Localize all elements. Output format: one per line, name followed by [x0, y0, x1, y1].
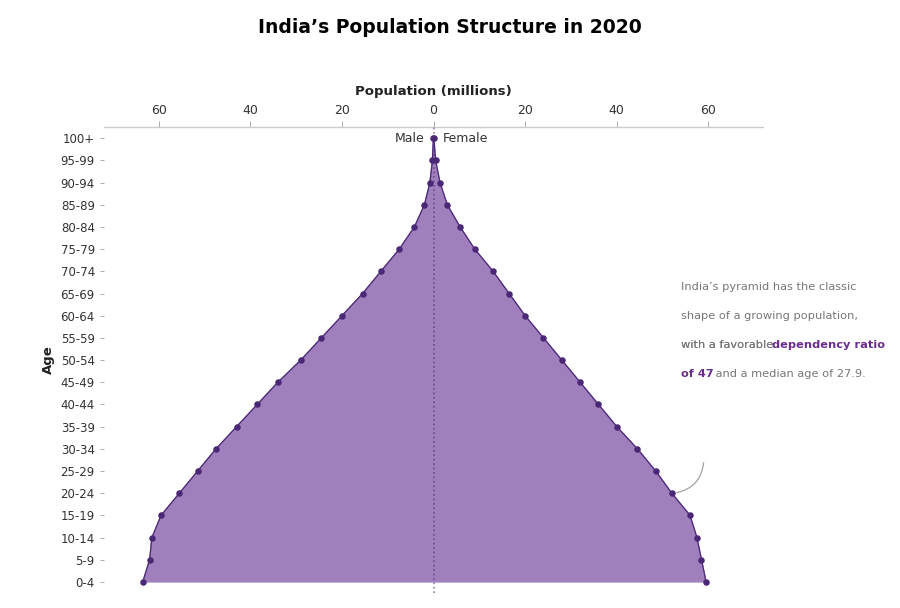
Point — [154, 511, 168, 520]
Point — [314, 333, 328, 343]
Text: Female: Female — [443, 132, 488, 145]
Point — [440, 200, 454, 210]
Text: with a favorable: with a favorable — [681, 340, 777, 350]
Point — [699, 577, 714, 587]
Point — [573, 378, 588, 387]
Point — [427, 133, 441, 143]
Point — [664, 488, 679, 498]
Point — [591, 399, 606, 409]
Text: and a median age of 27.9.: and a median age of 27.9. — [712, 369, 866, 379]
Point — [518, 311, 533, 320]
Point — [271, 378, 285, 387]
Text: India’s Population Structure in 2020: India’s Population Structure in 2020 — [258, 18, 642, 37]
Point — [694, 555, 708, 565]
Point — [683, 511, 698, 520]
Text: Male: Male — [395, 132, 425, 145]
Point — [502, 289, 517, 299]
Point — [356, 289, 370, 299]
Point — [630, 444, 644, 454]
Text: India’s pyramid has the classic: India’s pyramid has the classic — [681, 283, 857, 292]
Point — [209, 444, 223, 454]
Point — [689, 533, 704, 542]
Point — [428, 156, 443, 165]
Point — [425, 156, 439, 165]
Point — [230, 422, 244, 432]
Point — [418, 200, 432, 210]
Point — [374, 266, 388, 276]
Point — [468, 244, 482, 254]
Point — [145, 533, 159, 542]
Y-axis label: Age: Age — [42, 346, 55, 375]
Point — [142, 555, 157, 565]
Point — [293, 355, 308, 365]
Text: shape of a growing population,: shape of a growing population, — [681, 311, 858, 321]
Text: dependency ratio: dependency ratio — [771, 340, 885, 350]
Point — [250, 399, 265, 409]
Point — [427, 133, 441, 143]
Point — [453, 222, 467, 232]
Text: with a favorable: with a favorable — [681, 340, 777, 350]
Point — [486, 266, 500, 276]
Point — [649, 466, 663, 476]
Point — [191, 466, 205, 476]
Text: of 47: of 47 — [681, 369, 714, 379]
Polygon shape — [143, 138, 706, 582]
Point — [407, 222, 421, 232]
Point — [136, 577, 150, 587]
Point — [554, 355, 569, 365]
Point — [609, 422, 624, 432]
Point — [536, 333, 551, 343]
X-axis label: Population (millions): Population (millions) — [356, 86, 512, 98]
Point — [433, 178, 447, 187]
Point — [423, 178, 437, 187]
Point — [172, 488, 186, 498]
Point — [335, 311, 349, 320]
Point — [392, 244, 407, 254]
